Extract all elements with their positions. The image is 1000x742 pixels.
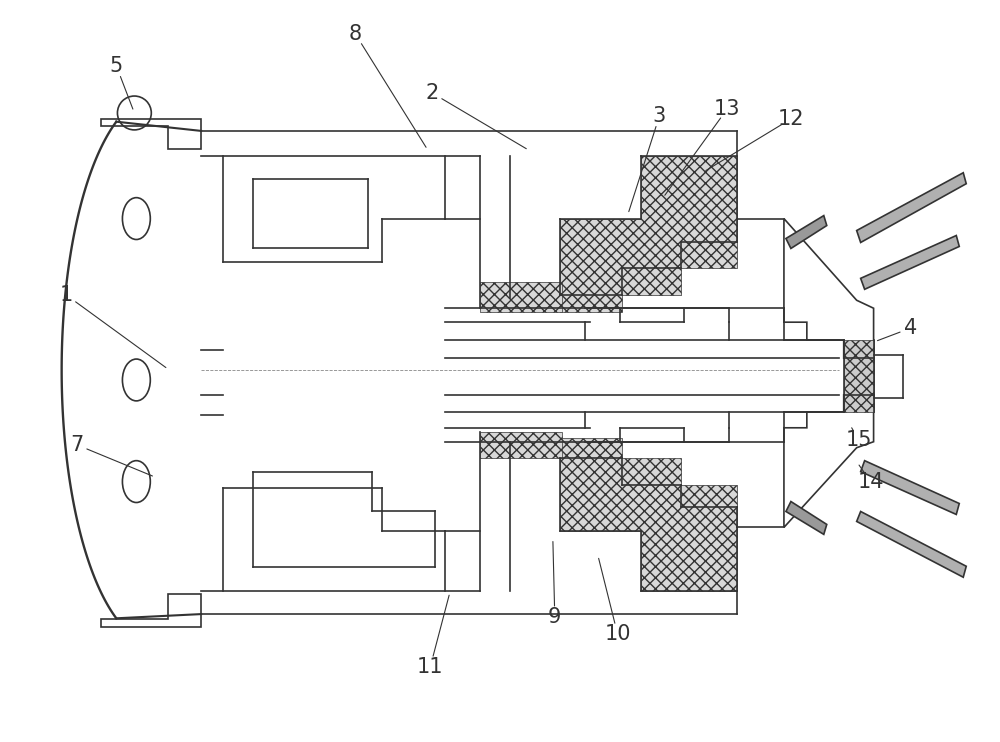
Polygon shape — [560, 156, 737, 312]
Text: 13: 13 — [714, 99, 740, 119]
Polygon shape — [560, 438, 737, 591]
Text: 10: 10 — [604, 624, 631, 644]
Polygon shape — [861, 235, 959, 289]
Text: 3: 3 — [653, 106, 666, 126]
Text: 2: 2 — [426, 83, 439, 103]
Polygon shape — [861, 461, 959, 514]
Polygon shape — [480, 283, 562, 312]
Text: 15: 15 — [845, 430, 872, 450]
Text: 4: 4 — [904, 318, 917, 338]
Text: 8: 8 — [349, 24, 362, 45]
Polygon shape — [844, 340, 874, 412]
Text: 7: 7 — [70, 435, 83, 455]
Text: 11: 11 — [417, 657, 444, 677]
Polygon shape — [786, 216, 827, 249]
Text: 9: 9 — [548, 607, 561, 627]
Text: 12: 12 — [778, 109, 804, 129]
Polygon shape — [480, 432, 562, 458]
Polygon shape — [857, 173, 966, 243]
Text: 5: 5 — [110, 56, 123, 76]
Text: 14: 14 — [857, 472, 884, 492]
Polygon shape — [857, 511, 966, 577]
Polygon shape — [786, 502, 827, 534]
Text: 1: 1 — [60, 285, 73, 305]
